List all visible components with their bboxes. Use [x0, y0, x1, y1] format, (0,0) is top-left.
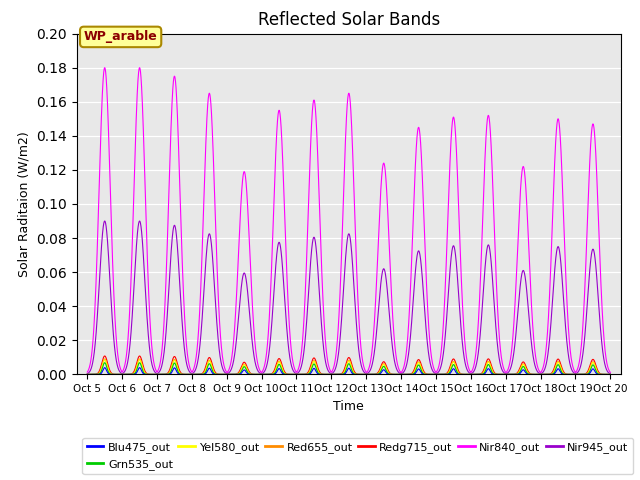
Legend: Blu475_out, Grn535_out, Yel580_out, Red655_out, Redg715_out, Nir840_out, Nir945_: Blu475_out, Grn535_out, Yel580_out, Red6…: [83, 438, 633, 474]
X-axis label: Time: Time: [333, 400, 364, 413]
Y-axis label: Solar Raditaion (W/m2): Solar Raditaion (W/m2): [18, 131, 31, 277]
Title: Reflected Solar Bands: Reflected Solar Bands: [258, 11, 440, 29]
Text: WP_arable: WP_arable: [84, 30, 157, 43]
